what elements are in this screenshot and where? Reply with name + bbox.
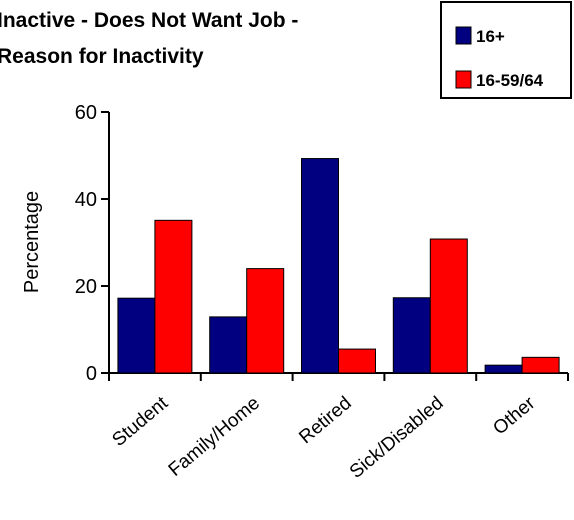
y-tick-label: 60 bbox=[75, 102, 97, 124]
bar-16-59-64 bbox=[338, 348, 376, 374]
x-tick-label: Sick/Disabled bbox=[346, 393, 448, 483]
y-tick-label: 20 bbox=[75, 276, 97, 298]
bar-16-plus bbox=[301, 158, 339, 374]
bar-16-59-64 bbox=[429, 238, 468, 374]
y-axis-label: Percentage bbox=[21, 191, 43, 293]
legend-swatch-16-59-64 bbox=[455, 70, 472, 89]
bar-16-plus bbox=[484, 364, 523, 374]
legend-label-16-59-64: 16-59/64 bbox=[476, 71, 544, 90]
x-tick-label: Student bbox=[108, 392, 172, 451]
bar-16-59-64 bbox=[154, 219, 193, 374]
legend: 16+ 16-59/64 bbox=[440, 1, 572, 99]
x-tick-label: Other bbox=[489, 392, 539, 439]
bar-16-59-64 bbox=[246, 268, 285, 374]
chart-title-line-1: Inactive - Does Not Want Job - bbox=[0, 9, 298, 32]
bar-16-plus bbox=[117, 297, 156, 374]
chart-title-line-2: Reason for Inactivity bbox=[0, 45, 204, 68]
x-tick-label: Retired bbox=[295, 393, 355, 448]
y-tick-label: 40 bbox=[75, 189, 97, 211]
bar-16-59-64 bbox=[521, 356, 560, 374]
x-tick-label: Family/Home bbox=[165, 393, 264, 481]
legend-swatch-16-plus bbox=[455, 26, 472, 45]
y-tick-label: 0 bbox=[86, 363, 97, 385]
bar-16-plus bbox=[392, 297, 431, 374]
bar-16-plus bbox=[209, 316, 248, 374]
legend-label-16-plus: 16+ bbox=[476, 27, 505, 46]
